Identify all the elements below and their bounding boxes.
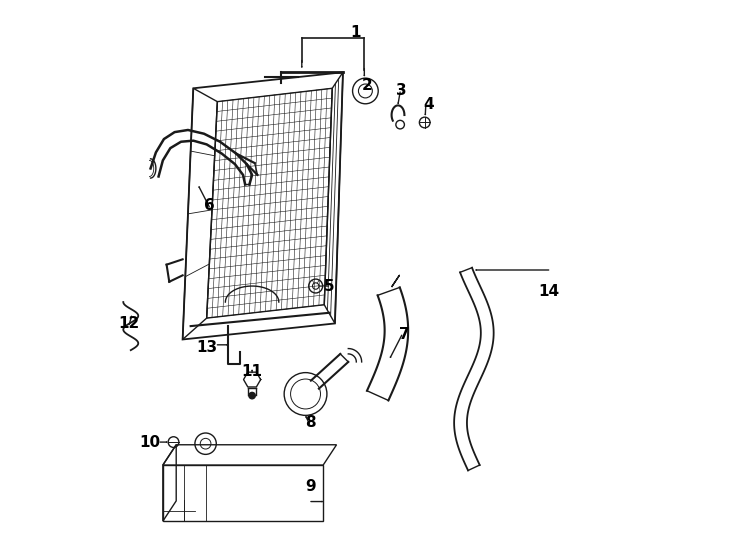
Text: 6: 6 [204, 198, 215, 213]
Text: 3: 3 [396, 84, 407, 98]
Text: 11: 11 [241, 364, 263, 379]
Text: 13: 13 [196, 340, 217, 355]
Text: 10: 10 [139, 435, 160, 450]
Text: 4: 4 [423, 97, 434, 112]
Text: 12: 12 [119, 316, 139, 331]
Bar [163, 465, 323, 521]
Text: 1: 1 [350, 25, 360, 39]
Text: 7: 7 [399, 327, 410, 342]
Text: 9: 9 [305, 479, 316, 494]
Circle shape [249, 393, 255, 399]
Text: 2: 2 [362, 78, 372, 93]
Text: 8: 8 [305, 415, 316, 430]
Text: 5: 5 [324, 279, 335, 294]
Text: 14: 14 [538, 284, 559, 299]
